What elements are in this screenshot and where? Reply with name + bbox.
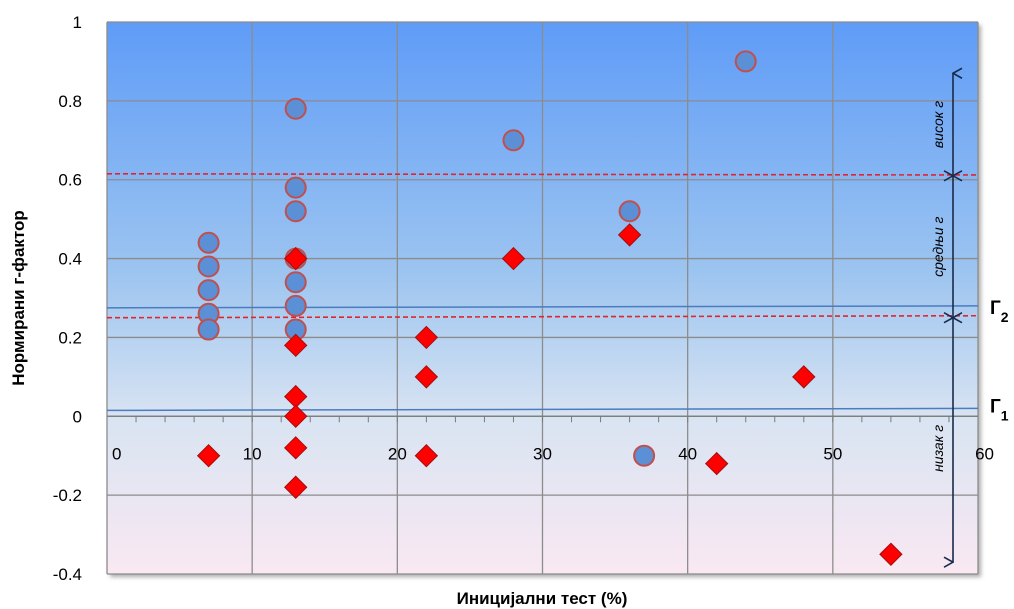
circle-point xyxy=(284,200,307,223)
y-tick-label: 0.4 xyxy=(58,250,82,269)
zone-label: средњи г xyxy=(930,216,946,276)
x-tick-label: 60 xyxy=(975,444,994,463)
x-tick-label: 50 xyxy=(823,444,842,463)
diamond-point xyxy=(879,542,903,566)
diamond-point xyxy=(414,325,439,350)
zone-label: висок г xyxy=(930,101,946,148)
diamond-point xyxy=(284,333,308,358)
diamond-point xyxy=(792,365,816,389)
reference-line xyxy=(106,305,979,309)
diamond-point xyxy=(284,436,308,460)
y-tick-label: -0.2 xyxy=(53,486,82,505)
reference-lines xyxy=(106,173,979,412)
reference-line xyxy=(106,173,979,176)
x-tick-label: 20 xyxy=(388,444,407,463)
circle-point xyxy=(618,200,641,223)
circle-point xyxy=(197,318,220,341)
y-axis-title: Нормирани г-фактор xyxy=(9,210,28,386)
circle-point xyxy=(734,50,757,73)
diamond-point xyxy=(414,444,439,468)
circle-point xyxy=(197,279,220,302)
gamma-label: Г2 xyxy=(990,298,1009,325)
x-axis-title: Иницијални тест (%) xyxy=(457,589,628,608)
gridlines xyxy=(106,21,979,575)
circle-point xyxy=(284,271,307,294)
zone-annotations: висок г средњи г низак г xyxy=(930,73,953,562)
zone-label: низак г xyxy=(930,425,946,472)
reference-line xyxy=(106,407,979,412)
y-tick-label: 1 xyxy=(73,13,82,32)
tick-labels: -0.4-0.200.20.40.60.810 10 20 30 40 50 60 xyxy=(53,13,994,584)
diamond-point xyxy=(704,451,729,476)
diamond-point xyxy=(284,246,308,271)
y-tick-label: 0 xyxy=(73,407,82,426)
gamma-labels: Г2 Г1 xyxy=(990,298,1009,424)
diamond-point xyxy=(501,246,526,271)
y-tick-label: 0.6 xyxy=(58,171,82,190)
x-tick-label: 10 xyxy=(243,444,262,463)
circle-point xyxy=(284,176,307,199)
reference-line xyxy=(106,314,979,319)
y-tick-label: 0.8 xyxy=(58,92,82,111)
diamond-point xyxy=(196,444,221,468)
diamond-point xyxy=(414,365,439,389)
diamond-point xyxy=(284,404,308,428)
diamond-point xyxy=(284,475,308,499)
circle-point xyxy=(284,294,307,317)
circle-point xyxy=(284,97,307,120)
diamond-point xyxy=(617,223,642,247)
x-tick-label: 40 xyxy=(678,444,697,463)
circle-point xyxy=(197,255,220,278)
data-points xyxy=(196,50,903,566)
gamma-label: Г1 xyxy=(990,396,1009,423)
circle-point xyxy=(502,129,525,152)
y-tick-label: -0.4 xyxy=(53,565,82,584)
x-tick-label: 0 xyxy=(112,444,121,463)
y-tick-label: 0.2 xyxy=(58,328,82,347)
circle-point xyxy=(633,444,656,467)
circle-point xyxy=(197,231,220,254)
x-tick-label: 30 xyxy=(533,444,552,463)
